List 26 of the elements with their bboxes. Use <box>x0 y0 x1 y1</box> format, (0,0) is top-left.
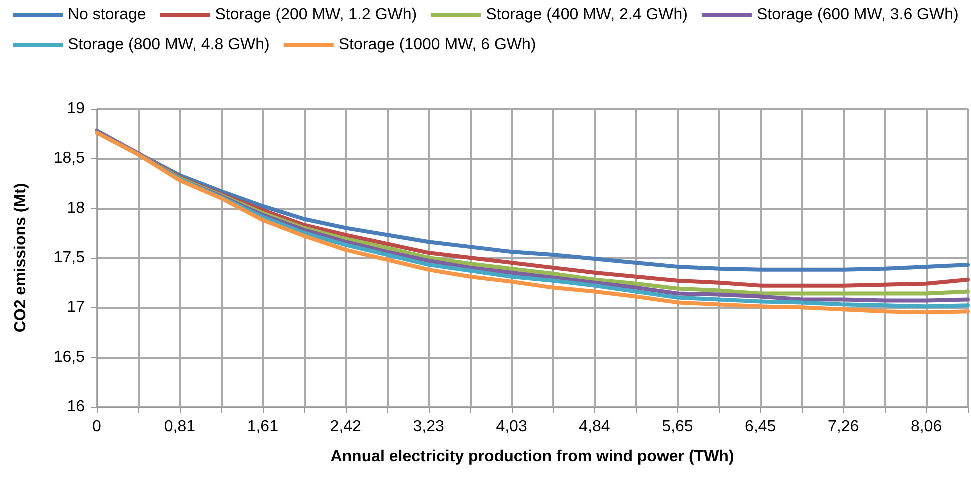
x-tick-label: 3,23 <box>413 418 444 436</box>
x-tick-label: 7,26 <box>828 418 860 436</box>
x-tick-label: 8,06 <box>910 418 942 436</box>
legend-label: No storage <box>68 6 146 24</box>
y-tick-label: 16,5 <box>54 348 86 366</box>
x-tick-label: 0 <box>92 418 102 436</box>
x-tick-label: 1,61 <box>247 418 279 436</box>
x-axis-title: Annual electricity production from wind power (TWh) <box>330 448 734 466</box>
y-tick-label: 17 <box>67 299 86 316</box>
y-tick-label: 17,5 <box>54 250 86 266</box>
x-tick-label: 6,45 <box>745 418 776 436</box>
y-axis-title: CO2 emissions (Mt) <box>12 183 30 333</box>
x-tick-label: 5,65 <box>662 418 694 436</box>
x-tick-label: 4,03 <box>496 418 528 436</box>
y-tick-label: 16 <box>67 398 86 416</box>
y-tick-label: 18 <box>67 200 86 217</box>
x-tick-label: 2,42 <box>330 418 362 436</box>
legend-label: Storage (600 MW, 3.6 GWh) <box>756 6 959 24</box>
legend-label: Storage (1000 MW, 6 GWh) <box>338 36 536 54</box>
legend-label: Storage (200 MW, 1.2 GWh) <box>215 6 418 24</box>
legend-label: Storage (400 MW, 2.4 GWh) <box>486 6 688 24</box>
legend-label: Storage (800 MW, 4.8 GWh) <box>68 36 270 54</box>
x-tick-label: 0,81 <box>164 418 196 436</box>
y-tick-label: 19 <box>67 100 86 118</box>
y-tick-label: 18,5 <box>54 150 86 168</box>
x-tick-label: 4,84 <box>579 418 610 436</box>
